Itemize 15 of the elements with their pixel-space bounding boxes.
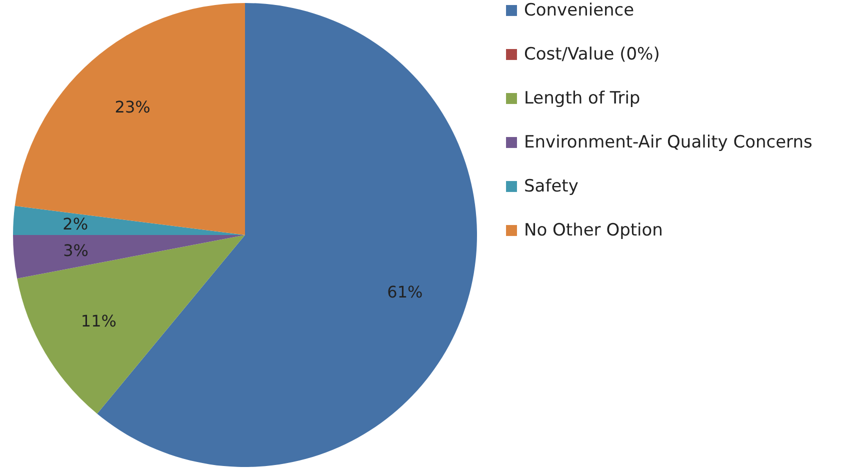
data-label: 2% xyxy=(62,214,88,234)
pie-slice xyxy=(14,3,245,235)
legend-label: Environment-Air Quality Concerns xyxy=(524,132,813,152)
legend-label: Convenience xyxy=(524,0,634,20)
legend-label: Safety xyxy=(524,176,578,196)
pie-slice xyxy=(17,235,245,414)
legend-label: No Other Option xyxy=(524,220,663,240)
data-label: 11% xyxy=(80,312,116,331)
data-label: 3% xyxy=(63,241,88,260)
data-label: 61% xyxy=(387,282,423,302)
legend-label: Length of Trip xyxy=(524,88,640,108)
legend-label: Cost/Value (0%) xyxy=(524,44,660,64)
pie-slice xyxy=(13,206,245,235)
data-label: 23% xyxy=(114,97,150,116)
pie-slice xyxy=(13,235,245,278)
